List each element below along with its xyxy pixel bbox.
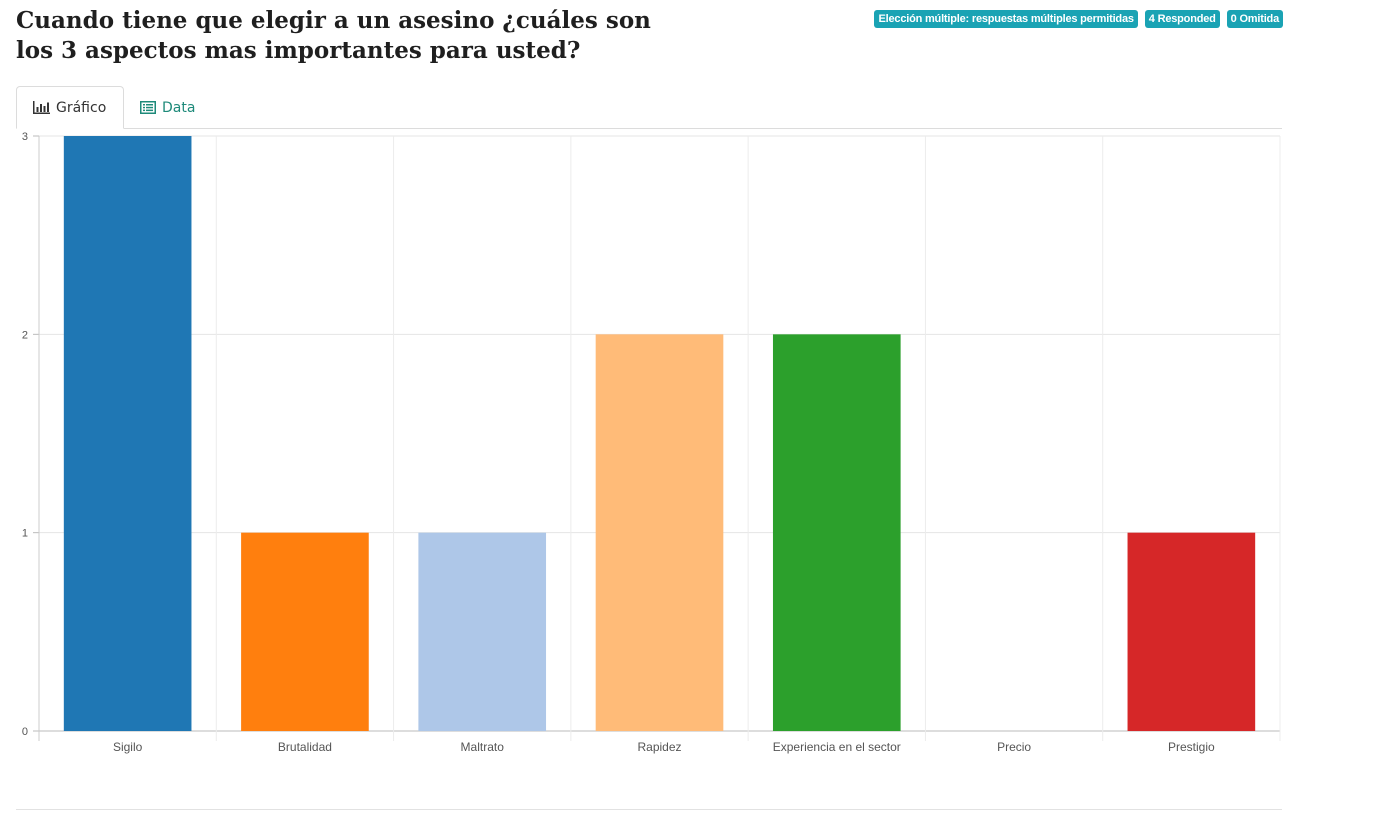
badge-group: Elección múltiple: respuestas múltiples … [874,10,1283,28]
bar-chart-icon [33,101,50,114]
x-category-label-2: Maltrato [461,740,505,754]
tab-data-label: Data [162,99,196,116]
y-tick-label-3: 3 [22,131,28,143]
bar-6 [1127,532,1256,731]
bar-3 [595,334,724,731]
bar-chart: 0 1 2 3 Sigilo Brutalidad Maltrato Rapidez Exper… [22,131,1281,754]
y-tick-label-2: 2 [22,329,28,341]
x-category-label-3: Rapidez [637,740,681,754]
x-category-label-4: Experiencia en el sector [773,740,901,754]
x-category-label-5: Precio [997,740,1031,754]
x-category-label-1: Brutalidad [278,740,332,754]
table-icon [140,101,156,114]
question-type-badge: Elección múltiple: respuestas múltiples … [874,10,1138,28]
tab-chart-label: Gráfico [56,99,107,116]
bar-1 [241,532,369,731]
x-category-label-6: Prestigio [1168,740,1215,754]
bar-0 [63,136,192,731]
bar-4 [772,334,901,731]
y-tick-label-1: 1 [22,528,28,540]
y-tick-label-0: 0 [22,726,28,738]
x-category-label-0: Sigilo [113,740,143,754]
question-title: Cuando tiene que elegir a un asesino ¿cu… [16,7,651,64]
skipped-count-badge: 0 Omitida [1226,10,1283,28]
bar-2 [418,532,547,731]
responded-count-badge: 4 Responded [1144,10,1220,28]
tab-data[interactable]: Data [124,86,211,129]
view-tabs: Gráfico Data [16,86,1282,129]
footer-divider [16,809,1282,810]
tab-chart[interactable]: Gráfico [16,86,124,129]
